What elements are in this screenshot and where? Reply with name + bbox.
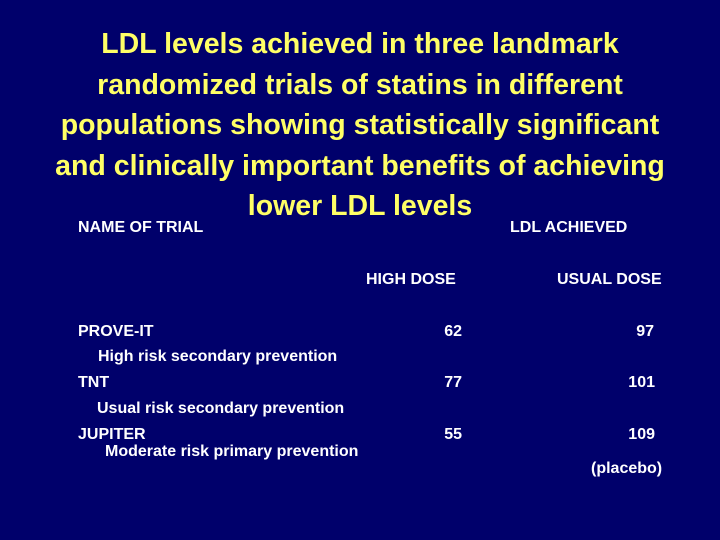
title-line: and clinically important benefits of ach… [55,149,665,182]
high-dose-value: 62 [444,323,462,340]
trial-population: High risk secondary prevention [98,348,338,365]
header-trial-name: NAME OF TRIAL [78,219,204,236]
usual-dose-value: 101 [628,374,655,391]
header-high-dose: HIGH DOSE [366,271,456,288]
header-ldl-achieved: LDL ACHIEVED [510,219,628,236]
slide-title: LDL levels achieved in three landmark ra… [10,24,710,227]
title-line: lower LDL levels [247,190,473,222]
trial-name-tnt: TNT [78,374,110,391]
title-line: populations showing statistically signif… [60,109,660,141]
title-line: LDL levels achieved in three landmark [101,28,619,60]
trial-name-jupiter: JUPITER [78,426,146,443]
title-line: randomized trials of statins in differen… [97,68,623,101]
placebo-note: (placebo) [591,460,663,477]
trial-population: Usual risk secondary prevention [97,400,345,417]
header-usual-dose: USUAL DOSE [557,271,662,288]
high-dose-value: 77 [444,374,462,391]
usual-dose-value: 97 [636,323,654,340]
high-dose-value: 55 [444,426,462,443]
trial-population: Moderate risk primary prevention [105,443,359,460]
usual-dose-value: 109 [628,426,655,443]
trial-name-prove-it: PROVE-IT [78,323,154,340]
